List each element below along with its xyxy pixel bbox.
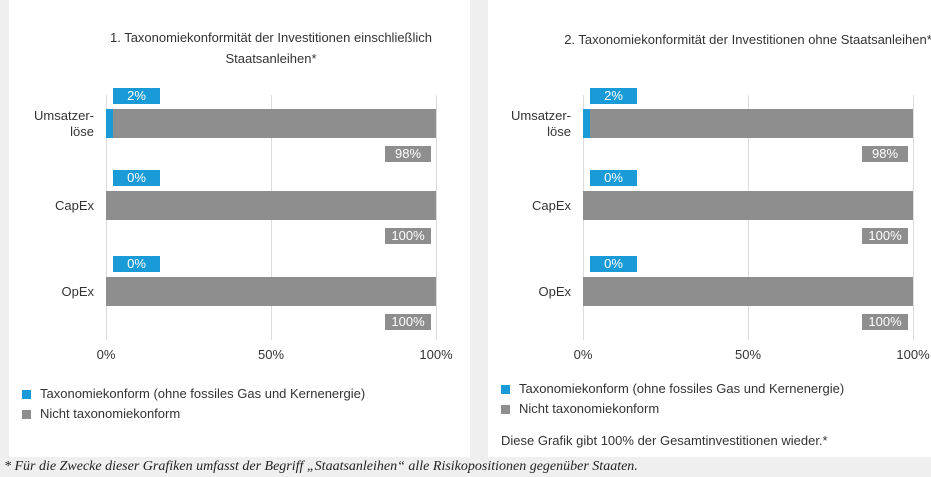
- legend-swatch: [501, 405, 510, 414]
- category-label: CapEx: [531, 197, 571, 213]
- legend-swatch: [22, 390, 31, 399]
- panel: 2. Taxonomiekonformität der Investitione…: [488, 0, 931, 457]
- bar-segment: [112, 109, 436, 138]
- value-label: 100%: [385, 228, 431, 244]
- bar-segment: [583, 191, 913, 220]
- category-label: Umsatzer- löse: [34, 107, 94, 139]
- value-label: 0%: [113, 170, 160, 186]
- note: Diese Grafik gibt 100% der Gesamtinvesti…: [501, 433, 828, 448]
- x-tick-label: 100%: [896, 347, 930, 362]
- legend-swatch: [22, 410, 31, 419]
- value-label: 0%: [113, 256, 160, 272]
- bar-segment: [106, 277, 436, 306]
- panel: 1. Taxonomiekonformität der Investitione…: [9, 0, 470, 457]
- value-label: 0%: [590, 170, 637, 186]
- value-label: 0%: [590, 256, 637, 272]
- value-label: 100%: [862, 228, 908, 244]
- legend-label: Taxonomiekonform (ohne fossiles Gas und …: [40, 386, 366, 401]
- bar-segment: [583, 277, 913, 306]
- bar-segment: [106, 191, 436, 220]
- x-tick-label: 0%: [96, 347, 116, 362]
- legend-swatch: [501, 385, 510, 394]
- value-label: 98%: [385, 146, 431, 162]
- chart-title: 1. Taxonomiekonformität der Investitione…: [109, 30, 433, 66]
- x-tick-label: 50%: [257, 347, 285, 362]
- bar-segment: [106, 109, 113, 138]
- legend-label: Nicht taxonomiekonform: [40, 406, 181, 421]
- category-label: OpEx: [61, 283, 94, 299]
- legend-label: Taxonomiekonform (ohne fossiles Gas und …: [519, 381, 845, 396]
- x-tick-label: 100%: [419, 347, 453, 362]
- value-label: 98%: [862, 146, 908, 162]
- grid-line: [436, 95, 437, 340]
- value-label: 100%: [862, 314, 908, 330]
- value-label: 100%: [385, 314, 431, 330]
- bar-segment: [589, 109, 913, 138]
- x-tick-label: 0%: [573, 347, 593, 362]
- value-label: 2%: [590, 88, 637, 104]
- chart-title: 2. Taxonomiekonformität der Investitione…: [564, 32, 931, 47]
- bar-segment: [583, 109, 590, 138]
- value-label: 2%: [113, 88, 160, 104]
- category-label: CapEx: [54, 197, 94, 213]
- category-label: OpEx: [538, 283, 571, 299]
- category-label: Umsatzer- löse: [511, 107, 571, 139]
- grid-line: [913, 95, 914, 340]
- footnote: * Für die Zwecke dieser Grafiken umfasst…: [4, 459, 638, 474]
- x-tick-label: 50%: [734, 347, 762, 362]
- legend-label: Nicht taxonomiekonform: [519, 401, 660, 416]
